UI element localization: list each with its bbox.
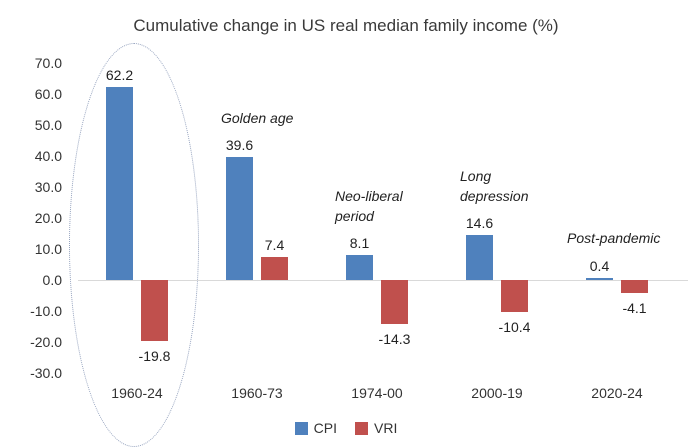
- bar-cpi-1960-73: [226, 157, 253, 280]
- y-tick-label: 10.0: [34, 241, 62, 257]
- chart-title: Cumulative change in US real median fami…: [133, 16, 559, 35]
- value-label: 7.4: [264, 237, 285, 254]
- value-label: 8.1: [349, 234, 370, 251]
- bar-vri-1960-24: [141, 280, 168, 342]
- category-label-1974-00: 1974-00: [351, 385, 403, 401]
- bar-cpi-1960-24: [106, 87, 133, 280]
- legend-swatch-vri: [355, 421, 368, 435]
- bar-vri-1960-73: [261, 257, 288, 280]
- category-label-2020-24: 2020-24: [591, 385, 643, 401]
- y-tick-label: 60.0: [34, 86, 62, 102]
- value-label: 39.6: [225, 137, 254, 154]
- value-label: -10.4: [498, 319, 531, 336]
- y-tick-label: 40.0: [34, 148, 62, 164]
- y-tick-label: -30.0: [30, 365, 62, 381]
- y-tick-label: 20.0: [34, 210, 62, 226]
- legend-swatch-cpi: [294, 421, 308, 435]
- value-label: -4.1: [622, 299, 647, 316]
- bar-cpi-2000-19: [466, 234, 493, 280]
- value-label: 0.4: [589, 258, 610, 274]
- y-tick-label: 0.0: [42, 272, 62, 288]
- y-tick-label: 70.0: [34, 55, 62, 71]
- legend-item-cpi: CPI: [294, 420, 337, 436]
- annotation-1960-73: Golden age: [221, 110, 294, 126]
- bar-vri-1974-00: [381, 280, 408, 325]
- bar-cpi-2020-24: [586, 278, 613, 280]
- category-label-2000-19: 2000-19: [471, 385, 523, 401]
- y-tick-label: 30.0: [34, 179, 62, 195]
- bar-vri-2000-19: [501, 280, 528, 313]
- legend-item-vri: VRI: [355, 420, 397, 436]
- category-label-1960-24: 1960-24: [111, 385, 163, 401]
- value-label: 62.2: [105, 67, 134, 84]
- y-tick-label: 50.0: [34, 117, 62, 133]
- category-label-1960-73: 1960-73: [231, 385, 283, 401]
- annotation-2020-24: Post-pandemic: [567, 230, 661, 246]
- annotation-1974-00: Neo-liberal period: [335, 188, 403, 224]
- value-label: -19.8: [138, 348, 171, 365]
- bar-vri-2020-24: [621, 280, 648, 293]
- bar-cpi-1974-00: [346, 254, 373, 280]
- legend-label-vri: VRI: [374, 420, 398, 436]
- annotation-2000-19: Long depression: [460, 168, 529, 204]
- value-label: -14.3: [378, 331, 411, 348]
- value-label: 14.6: [465, 214, 494, 231]
- y-tick-label: -10.0: [30, 303, 62, 319]
- y-tick-label: -20.0: [30, 334, 62, 350]
- legend: CPI VRI: [0, 420, 692, 436]
- highlight-ellipse: [69, 43, 199, 447]
- legend-label-cpi: CPI: [313, 420, 337, 436]
